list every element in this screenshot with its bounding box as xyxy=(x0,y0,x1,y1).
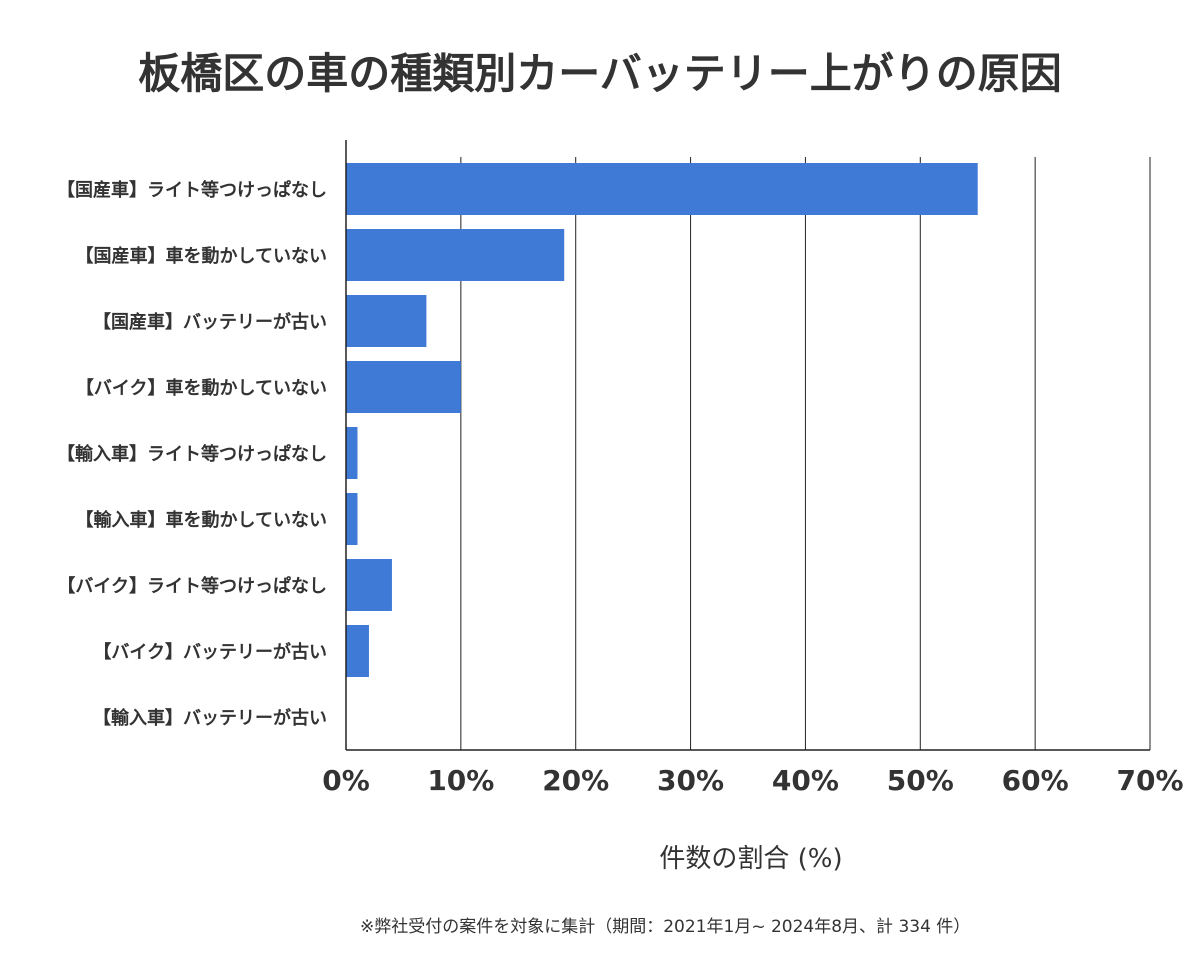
x-tick-label: 70% xyxy=(1116,764,1183,797)
bar xyxy=(346,559,392,611)
bar xyxy=(346,493,358,545)
footnote: ※弊社受付の案件を対象に集計（期間：2021年1月~ 2024年8月、計 334… xyxy=(360,917,971,937)
y-tick-label: 【国産車】バッテリーが古い xyxy=(93,311,327,333)
bar xyxy=(346,361,461,413)
x-tick-label: 60% xyxy=(1002,764,1069,797)
bar xyxy=(346,625,369,677)
bar-chart: 0% 10% 20% 30% 40% 50% 60% 70% 【国産車】ライト等つけっぱなし【国… xyxy=(57,140,1184,797)
bar xyxy=(346,295,427,347)
bar xyxy=(346,427,358,479)
y-tick-label: 【国産車】車を動かしていない xyxy=(76,245,327,267)
y-tick-label: 【輸入車】車を動かしていない xyxy=(76,509,327,531)
y-tick-label: 【国産車】ライト等つけっぱなし xyxy=(57,179,327,201)
y-tick-label: 【輸入車】バッテリーが古い xyxy=(93,707,327,729)
x-tick-label: 10% xyxy=(427,764,494,797)
y-tick-label: 【バイク】ライト等つけっぱなし xyxy=(57,575,327,597)
x-axis-label: 件数の割合 (%) xyxy=(659,844,843,874)
bar xyxy=(346,229,565,281)
chart-title: 板橋区の車の種類別カーバッテリー上がりの原因 xyxy=(138,49,1062,98)
y-tick-label: 【輸入車】ライト等つけっぱなし xyxy=(57,443,327,465)
x-tick-label: 30% xyxy=(657,764,724,797)
x-tick-label: 40% xyxy=(772,764,839,797)
bar xyxy=(346,163,978,215)
y-tick-label: 【バイク】バッテリーが古い xyxy=(93,641,327,663)
x-tick-label: 20% xyxy=(542,764,609,797)
y-tick-label: 【バイク】車を動かしていない xyxy=(76,377,327,399)
x-tick-label: 0% xyxy=(322,764,370,797)
x-tick-label: 50% xyxy=(887,764,954,797)
